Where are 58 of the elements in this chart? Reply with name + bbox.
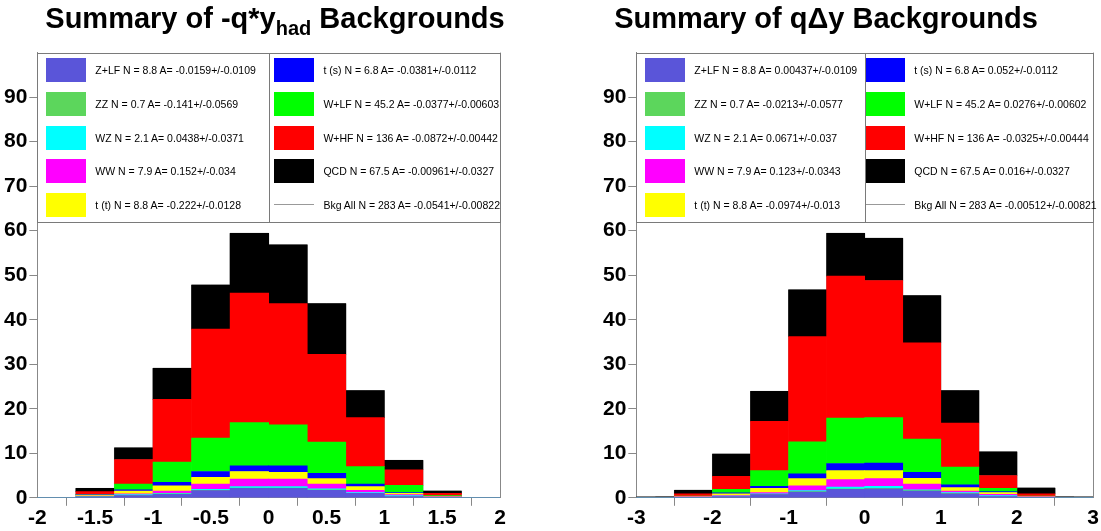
y-tick-label: 30 <box>603 351 627 375</box>
legend-label: t (t) N = 8.8 A= -0.0974+/-0.013 <box>694 198 840 211</box>
legend-label: t (s) N = 6.8 A= 0.052+/-0.0112 <box>914 64 1058 77</box>
y-tick-label: 0 <box>15 484 28 508</box>
y-tick-label: 60 <box>603 217 627 241</box>
legend-label: W+LF N = 45.2 A= -0.0377+/-0.00603 <box>323 97 500 110</box>
legend-label: W+HF N = 136 A= -0.0872+/-0.00442 <box>323 131 498 144</box>
x-tick-label: -2 <box>28 505 47 529</box>
legend-label: Bkg All N = 283 A= -0.00512+/-0.00821 <box>914 198 1097 211</box>
y-tick-label: 0 <box>614 484 627 508</box>
y-tick-label: 90 <box>4 83 28 107</box>
x-tick-label: -0.5 <box>192 505 230 529</box>
legend-label: ZZ N = 0.7 A= -0.0213+/-0.0577 <box>694 97 843 110</box>
x-tick-label: 2 <box>494 505 506 529</box>
legend-label: Bkg All N = 283 A= -0.0541+/-0.00822 <box>323 198 500 211</box>
x-tick-label: 0 <box>262 505 275 529</box>
y-tick-label: 40 <box>4 306 28 330</box>
y-tick-label: 40 <box>603 306 627 330</box>
y-tick-label: 10 <box>4 440 28 464</box>
legend-label: WZ N = 2.1 A= 0.0671+/-0.037 <box>694 131 838 144</box>
legend-label: t (t) N = 8.8 A= -0.222+/-0.0128 <box>95 198 241 211</box>
y-tick-label: 50 <box>603 262 627 285</box>
chart-title: Summary of qΔy Backgrounds <box>613 2 1039 35</box>
y-tick-label: 20 <box>4 395 28 419</box>
x-tick-label: -1 <box>143 505 163 529</box>
legend-label: WW N = 7.9 A= 0.152+/-0.034 <box>95 165 236 178</box>
y-tick-label: 70 <box>603 172 627 196</box>
y-tick-label: 50 <box>4 262 28 285</box>
x-tick-label: 2 <box>1011 505 1023 529</box>
y-tick-label: 30 <box>4 351 28 375</box>
x-tick-label: 0.5 <box>311 505 342 529</box>
x-tick-label: -2 <box>703 505 722 529</box>
chart-title: Summary of -q*y$_{had}$ Backgrounds <box>44 2 506 40</box>
legend-label: QCD N = 67.5 A= -0.00961+/-0.0327 <box>323 165 495 178</box>
y-tick-label: 10 <box>603 440 627 464</box>
legend-label: Z+LF N = 8.8 A= 0.00437+/-0.0109 <box>694 64 858 77</box>
x-tick-label: -1.5 <box>77 505 114 529</box>
x-tick-label: -1 <box>779 505 799 529</box>
y-tick-label: 60 <box>4 217 28 241</box>
x-tick-label: 0 <box>858 505 871 529</box>
y-tick-label: 80 <box>4 128 28 152</box>
y-tick-label: 20 <box>603 395 627 419</box>
x-tick-label: 1 <box>934 505 947 529</box>
legend-label: W+HF N = 136 A= -0.0325+/-0.00444 <box>914 131 1089 144</box>
x-tick-label: 3 <box>1087 505 1099 529</box>
y-tick-label: 70 <box>4 172 28 196</box>
y-tick-label: 90 <box>603 83 627 107</box>
legend-label: t (s) N = 6.8 A= -0.0381+/-0.0112 <box>323 64 477 77</box>
legend-label: WW N = 7.9 A= 0.123+/-0.0343 <box>694 165 841 178</box>
legend-label: W+LF N = 45.2 A= 0.0276+/-0.00602 <box>914 97 1087 110</box>
x-tick-label: 1 <box>378 505 391 529</box>
y-tick-label: 80 <box>603 128 627 152</box>
x-tick-label: 1.5 <box>427 505 458 529</box>
legend-label: WZ N = 2.1 A= 0.0438+/-0.0371 <box>95 131 244 144</box>
legend-label: QCD N = 67.5 A= 0.016+/-0.0327 <box>914 165 1070 178</box>
legend-label: ZZ N = 0.7 A= -0.141+/-0.0569 <box>95 97 239 110</box>
x-tick-label: -3 <box>627 505 646 529</box>
legend-label: Z+LF N = 8.8 A= -0.0159+/-0.0109 <box>95 64 256 77</box>
